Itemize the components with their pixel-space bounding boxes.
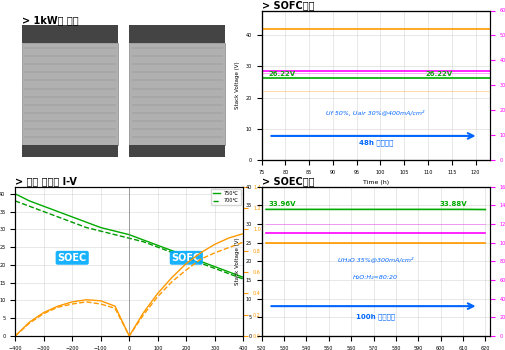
- FancyBboxPatch shape: [22, 43, 118, 145]
- Text: Uf 50%, Uair 30%@400mA/cm²: Uf 50%, Uair 30%@400mA/cm²: [327, 110, 425, 116]
- Text: 26.22V: 26.22V: [269, 71, 295, 77]
- Text: 33.96V: 33.96V: [269, 201, 296, 207]
- Text: SOFC: SOFC: [172, 253, 201, 263]
- Text: SOEC: SOEC: [58, 253, 87, 263]
- Legend: 750℃, 700℃: 750℃, 700℃: [211, 189, 241, 205]
- Y-axis label: Stack Voltage (V): Stack Voltage (V): [235, 61, 240, 109]
- FancyBboxPatch shape: [22, 26, 118, 43]
- Y-axis label: Stack Voltage (V): Stack Voltage (V): [235, 238, 240, 285]
- Text: > 스택 양방향 I-V: > 스택 양방향 I-V: [15, 176, 77, 186]
- Text: 48h 연속운전: 48h 연속운전: [359, 140, 393, 147]
- Text: H₂O:H₂=80:20: H₂O:H₂=80:20: [353, 275, 398, 280]
- FancyBboxPatch shape: [129, 43, 225, 145]
- Text: 33.88V: 33.88V: [440, 201, 467, 207]
- Text: 100h 연속운전: 100h 연속운전: [356, 313, 395, 320]
- Text: UH₂O 35%@300mA/cm²: UH₂O 35%@300mA/cm²: [338, 257, 414, 262]
- Text: > SOFC모드: > SOFC모드: [262, 0, 314, 10]
- FancyBboxPatch shape: [129, 26, 225, 43]
- Y-axis label: Power (kW): Power (kW): [267, 246, 271, 277]
- FancyBboxPatch shape: [129, 145, 225, 157]
- Text: 26.22V: 26.22V: [426, 71, 453, 77]
- Text: > 1kW급 스택: > 1kW급 스택: [22, 15, 79, 25]
- X-axis label: Time (h): Time (h): [363, 180, 389, 185]
- Text: > SOEC모드: > SOEC모드: [262, 176, 314, 186]
- FancyBboxPatch shape: [22, 145, 118, 157]
